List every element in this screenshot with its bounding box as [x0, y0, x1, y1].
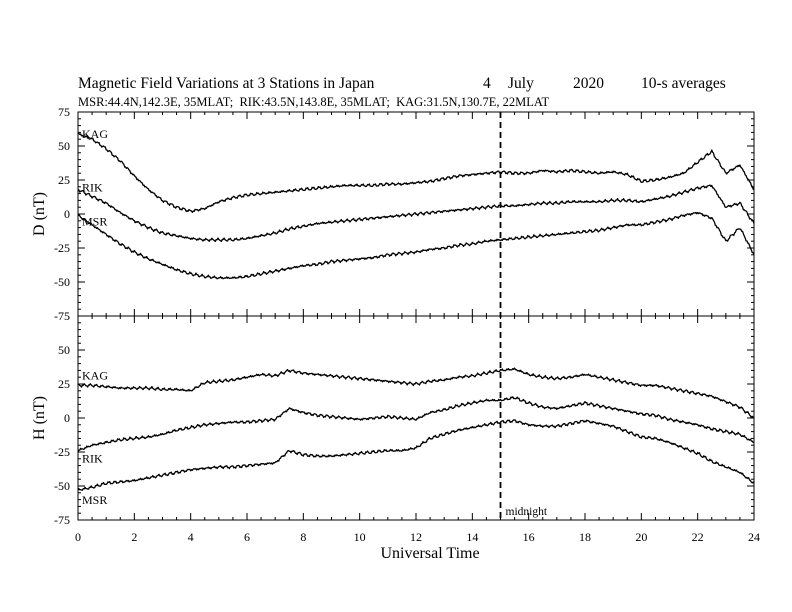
y-tick-label: 25: [58, 377, 70, 391]
y-tick-label: -25: [54, 241, 70, 255]
x-tick-label: 6: [244, 530, 250, 544]
y-axis-label: D (nT): [31, 192, 48, 236]
series-line-kag: [77, 132, 755, 213]
series-line-msr: [77, 211, 755, 280]
x-tick-label: 4: [188, 530, 194, 544]
series-label-rik: RIK: [82, 452, 103, 466]
x-tick-label: 14: [466, 530, 478, 544]
y-tick-label: -75: [54, 309, 70, 323]
x-tick-label: 22: [692, 530, 704, 544]
x-axis-label: Universal Time: [380, 545, 479, 562]
x-tick-label: 18: [579, 530, 591, 544]
panel-frame: [77, 315, 755, 521]
series-label-kag: KAG: [82, 127, 108, 141]
y-tick-label: 0: [64, 411, 70, 425]
averaging-label: 10-s averages: [641, 75, 726, 92]
y-tick-label: 0: [64, 207, 70, 221]
date-year: 2020: [573, 75, 604, 92]
y-tick-label: -25: [54, 445, 70, 459]
series-line-msr: [77, 419, 755, 491]
x-tick-label: 2: [131, 530, 137, 544]
chart-title: Magnetic Field Variations at 3 Stations …: [78, 75, 375, 92]
x-tick-label: 10: [354, 530, 366, 544]
y-tick-label: 75: [58, 105, 70, 119]
midnight-label: midnight: [506, 506, 548, 518]
h-panel: 50 25 0 -25 -50 -75 H (nT) KAG RIK MSR: [31, 315, 755, 527]
series-line-rik: [77, 184, 755, 243]
x-axis: 0 2 4 6 8 10 12 14 16 18 20 22 24: [75, 530, 760, 544]
y-tick-label: 50: [58, 343, 70, 357]
d-panel: 75 50 25 0 -25 -50 -75 D (nT) KAG RIK MSR: [31, 105, 755, 323]
series-label-msr: MSR: [82, 493, 107, 507]
date-month: July: [508, 75, 534, 92]
y-tick-label: -50: [54, 479, 70, 493]
series-label-rik: RIK: [82, 181, 103, 195]
series-label-msr: MSR: [82, 214, 107, 228]
x-tick-label: 16: [523, 530, 535, 544]
y-tick-label: -50: [54, 275, 70, 289]
series-line-kag: [77, 367, 755, 419]
x-tick-label: 8: [300, 530, 306, 544]
y-axis-label: H (nT): [31, 396, 48, 440]
series-label-kag: KAG: [82, 368, 108, 382]
stations-info: MSR:44.4N,142.3E, 35MLAT; RIK:43.5N,143.…: [78, 95, 550, 109]
y-tick-label: -75: [54, 513, 70, 527]
y-tick-label: 50: [58, 139, 70, 153]
y-tick-label: 25: [58, 173, 70, 187]
x-tick-label: 12: [410, 530, 422, 544]
x-tick-label: 0: [75, 530, 81, 544]
x-tick-label: 24: [748, 530, 760, 544]
x-tick-label: 20: [635, 530, 647, 544]
series-line-rik: [77, 396, 755, 453]
date-day: 4: [483, 75, 491, 92]
